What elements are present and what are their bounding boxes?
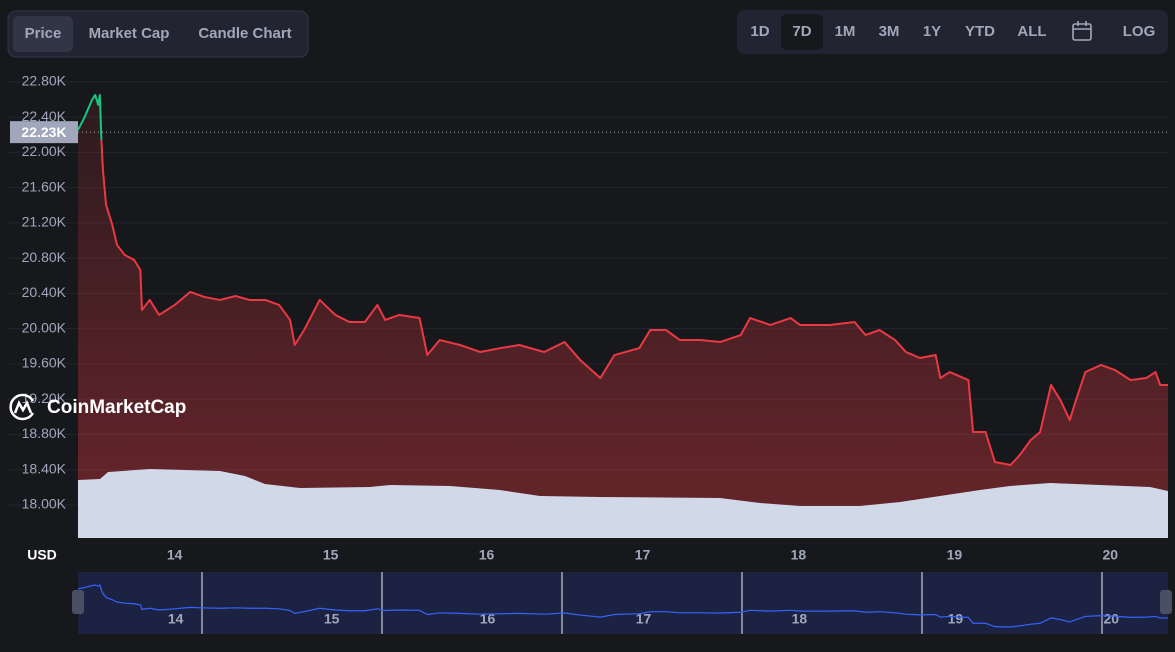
navigator-tick-label: 17 [636, 611, 652, 627]
navigator-tick-label: 19 [948, 611, 964, 627]
current-price-label: 22.23K [21, 124, 66, 140]
x-tick-label: 20 [1103, 547, 1119, 563]
range-button[interactable]: 1Y [923, 23, 941, 40]
price-line-segment [77, 93, 103, 140]
navigator-tick-label: 14 [168, 611, 184, 627]
current-price-badge [10, 121, 78, 144]
y-tick-label: 22.80K [22, 73, 67, 89]
x-tick-label: 14 [167, 547, 183, 563]
y-tick-label: 18.40K [22, 460, 67, 476]
tab[interactable]: Price [25, 25, 62, 42]
x-tick-label: 18 [791, 547, 807, 563]
range-button[interactable]: 1M [835, 23, 856, 40]
navigator [78, 572, 1168, 634]
navigator-tick-label: 15 [324, 611, 340, 627]
range-button[interactable]: 7D [792, 23, 811, 40]
y-tick-label: 22.00K [22, 143, 67, 159]
y-axis-label: USD [27, 547, 57, 563]
watermark-logo [9, 393, 35, 421]
price-line [77, 93, 1168, 467]
range-button[interactable]: YTD [965, 23, 995, 40]
navigator-line [77, 584, 1168, 628]
x-tick-label: 15 [323, 547, 339, 563]
calendar-icon[interactable] [1072, 21, 1092, 41]
y-tick-label: 20.40K [22, 284, 67, 300]
y-tick-label: 18.00K [22, 496, 67, 512]
navigator-tick-label: 18 [792, 611, 808, 627]
y-tick-label: 18.80K [22, 425, 67, 441]
y-tick-label: 21.20K [22, 214, 67, 230]
navigator-tick-label: 16 [480, 611, 496, 627]
tab[interactable]: Market Cap [89, 25, 170, 42]
y-tick-label: 19.20K [22, 390, 67, 406]
tab-group [7, 10, 309, 58]
x-tick-label: 19 [947, 547, 963, 563]
navigator-handle-left[interactable] [72, 590, 84, 614]
navigator-tick-label: 20 [1104, 611, 1120, 627]
range-group [737, 10, 1168, 54]
y-tick-label: 20.00K [22, 319, 67, 335]
watermark: CoinMarketCap [47, 397, 186, 418]
tab[interactable]: Candle Chart [198, 25, 291, 42]
active-range-bg [781, 14, 823, 50]
navigator-handle-right[interactable] [1160, 590, 1172, 614]
active-tab-bg [13, 16, 73, 52]
y-tick-label: 21.60K [22, 178, 67, 194]
x-tick-label: 16 [479, 547, 495, 563]
volume-area [78, 469, 1168, 538]
navigator-dividers [201, 572, 1103, 634]
range-button[interactable]: ALL [1017, 23, 1046, 40]
y-tick-label: 22.40K [22, 108, 67, 124]
price-area [78, 94, 1168, 538]
log-toggle[interactable]: LOG [1123, 23, 1156, 40]
y-tick-label: 20.80K [22, 249, 67, 265]
x-tick-label: 17 [635, 547, 651, 563]
y-tick-label: 19.60K [22, 355, 67, 371]
range-button[interactable]: 1D [750, 23, 769, 40]
price-line-segment [100, 139, 1168, 467]
range-button[interactable]: 3M [879, 23, 900, 40]
